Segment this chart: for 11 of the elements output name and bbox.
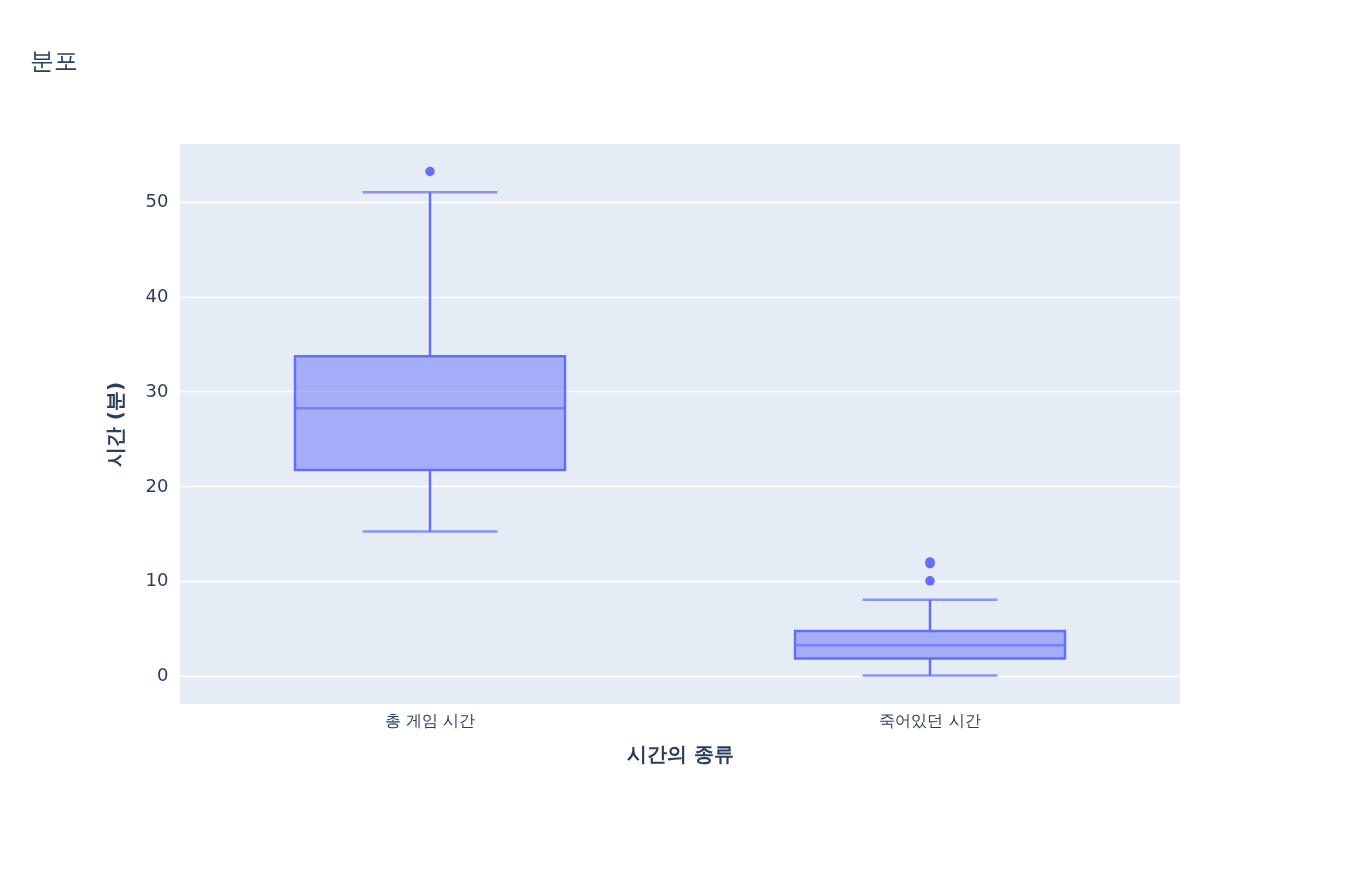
- y-tick-label: 30: [145, 379, 169, 401]
- y-tick-label: 0: [157, 664, 169, 686]
- chart-title: 분포: [30, 47, 79, 75]
- y-tick-label: 10: [145, 569, 169, 591]
- x-tick-label: 죽어있던 시간: [879, 710, 981, 730]
- x-tick-label: 총 게임 시간: [384, 710, 476, 730]
- y-tick-label: 50: [145, 190, 169, 212]
- y-axis-title: 시간 (분): [102, 381, 127, 468]
- y-tick-label: 20: [145, 474, 169, 496]
- x-axis-title: 시간의 종류: [627, 741, 734, 766]
- y-tick-label: 40: [145, 285, 169, 307]
